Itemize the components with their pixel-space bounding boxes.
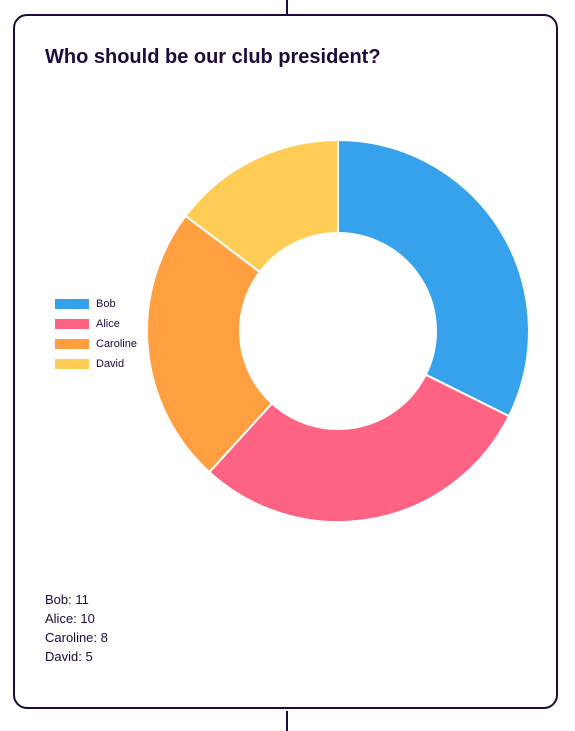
poll-card: Who should be our club president? Bob Al…	[13, 14, 558, 709]
poll-title: Who should be our club president?	[45, 46, 381, 68]
legend-item-caroline[interactable]: Caroline	[55, 334, 137, 354]
donut-slice-david[interactable]	[184, 138, 339, 274]
legend-label: Bob	[96, 298, 116, 310]
legend-label: Caroline	[96, 338, 137, 350]
donut-slice-bob[interactable]	[337, 138, 530, 418]
vote-count-caroline: Caroline: 8	[45, 630, 108, 645]
donut-slice-alice[interactable]	[207, 373, 511, 523]
legend-swatch	[55, 359, 89, 369]
legend-item-david[interactable]: David	[55, 354, 137, 374]
vote-count-david: David: 5	[45, 649, 93, 664]
legend-label: Alice	[96, 318, 120, 330]
vote-count-alice: Alice: 10	[45, 611, 95, 626]
top-connector-line	[286, 0, 288, 16]
legend-swatch	[55, 319, 89, 329]
donut-slice-caroline[interactable]	[146, 214, 274, 474]
legend-swatch	[55, 339, 89, 349]
vote-count-bob: Bob: 11	[45, 592, 89, 607]
bottom-connector-line	[286, 711, 288, 731]
vote-counts: Bob: 11 Alice: 10 Caroline: 8 David: 5	[45, 590, 108, 666]
chart-legend: Bob Alice Caroline David	[55, 294, 137, 374]
legend-item-alice[interactable]: Alice	[55, 314, 137, 334]
legend-swatch	[55, 299, 89, 309]
legend-item-bob[interactable]: Bob	[55, 294, 137, 314]
legend-label: David	[96, 358, 125, 370]
donut-chart	[146, 138, 530, 523]
